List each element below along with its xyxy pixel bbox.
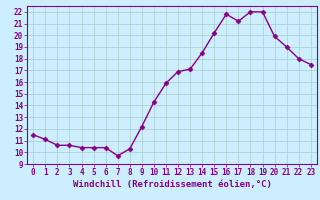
X-axis label: Windchill (Refroidissement éolien,°C): Windchill (Refroidissement éolien,°C) (73, 180, 271, 189)
